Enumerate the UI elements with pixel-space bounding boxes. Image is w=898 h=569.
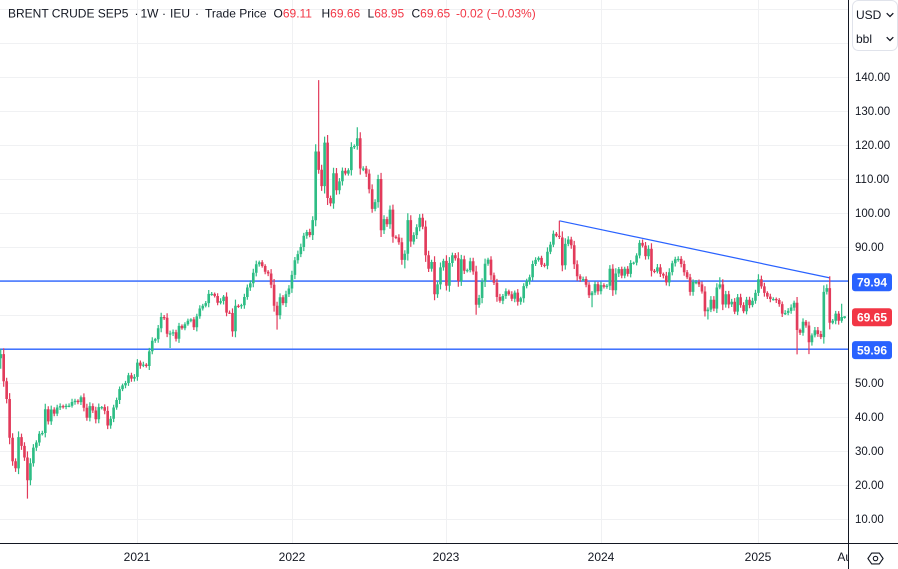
svg-text:Aug: Aug <box>837 550 858 564</box>
svg-text:2021: 2021 <box>124 550 151 564</box>
svg-text:1W: 1W <box>141 7 160 21</box>
svg-text:·: · <box>195 7 199 21</box>
svg-text:H69.66: H69.66 <box>322 7 361 21</box>
svg-text:140.00: 140.00 <box>855 72 890 84</box>
svg-text:20.00: 20.00 <box>855 480 884 492</box>
svg-text:10.00: 10.00 <box>855 514 884 526</box>
svg-text:·: · <box>162 7 166 21</box>
svg-text:O69.11: O69.11 <box>274 7 313 21</box>
svg-text:90.00: 90.00 <box>855 242 884 254</box>
svg-text:·: · <box>135 7 139 21</box>
svg-text:C69.65: C69.65 <box>412 7 451 21</box>
svg-text:79.94: 79.94 <box>857 276 887 290</box>
svg-text:USD: USD <box>856 8 882 22</box>
svg-text:130.00: 130.00 <box>855 106 890 118</box>
svg-text:2025: 2025 <box>745 550 772 564</box>
svg-text:-0.02 (−0.03%): -0.02 (−0.03%) <box>456 7 536 21</box>
svg-text:59.96: 59.96 <box>857 343 887 357</box>
svg-text:50.00: 50.00 <box>855 378 884 390</box>
svg-text:2022: 2022 <box>279 550 306 564</box>
svg-text:2024: 2024 <box>588 550 615 564</box>
svg-text:120.00: 120.00 <box>855 140 890 152</box>
svg-text:40.00: 40.00 <box>855 412 884 424</box>
svg-text:L68.95: L68.95 <box>368 7 405 21</box>
svg-text:30.00: 30.00 <box>855 446 884 458</box>
svg-text:100.00: 100.00 <box>855 208 890 220</box>
svg-text:BRENT CRUDE SEP5: BRENT CRUDE SEP5 <box>8 7 129 21</box>
svg-text:bbl: bbl <box>856 32 872 46</box>
svg-text:2023: 2023 <box>433 550 460 564</box>
svg-text:IEU: IEU <box>170 7 190 21</box>
svg-text:Trade Price: Trade Price <box>205 7 267 21</box>
svg-text:69.65: 69.65 <box>857 311 887 325</box>
svg-text:110.00: 110.00 <box>855 174 889 186</box>
